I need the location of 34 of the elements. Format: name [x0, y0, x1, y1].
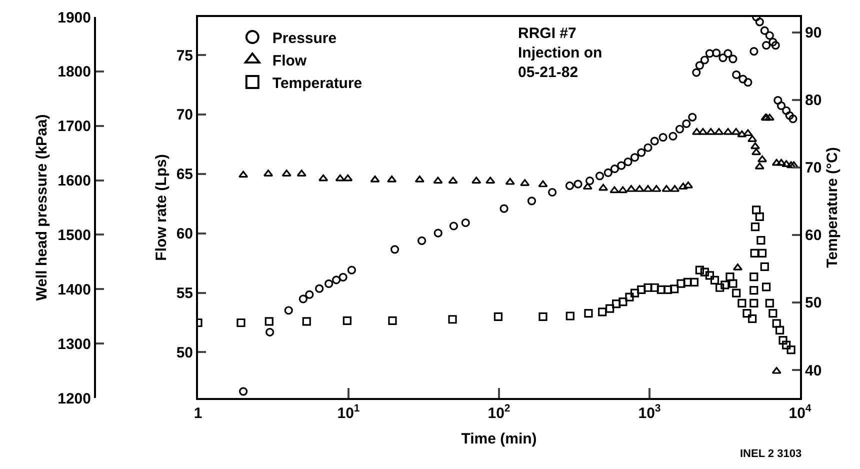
y-tick-label: 1400: [58, 281, 91, 298]
legend-label: Temperature: [272, 74, 362, 92]
y-tick-label: 1200: [58, 390, 91, 408]
y2-tick-label: 75: [176, 47, 193, 64]
legend-label: Pressure: [272, 30, 337, 47]
x-axis-title: Time (min): [461, 430, 537, 448]
y-tick-label: 1600: [58, 172, 91, 190]
y2-tick-label: 50: [176, 344, 193, 362]
y3-tick-label: 90: [805, 24, 822, 42]
y3-tick-label: 40: [805, 362, 822, 380]
y-tick-label: 1800: [58, 64, 91, 81]
y3-tick-label: 60: [805, 227, 822, 244]
x-tick-label: 10$^{2}$: [488, 402, 510, 422]
legend-label: Flow: [272, 52, 307, 70]
y-tick-label: 1300: [58, 336, 91, 353]
text: INEL 2 3103: [740, 448, 802, 460]
y3-tick-label: 50: [805, 294, 822, 312]
y3-tick-label: 70: [805, 160, 822, 177]
x-tick-label: 10$^{3}$: [638, 402, 661, 422]
x-tick-label: 1: [194, 405, 202, 422]
y-tick-label: 1700: [58, 118, 91, 136]
y2-tick-label: 65: [176, 166, 193, 184]
x-tick-label: 10$^{1}$: [337, 402, 360, 422]
y-tick-label: 1900: [58, 9, 91, 26]
y-tick-label: 1500: [58, 226, 91, 244]
annotation: RRGI #7 Injection on 05-21-82: [518, 25, 602, 81]
y3-axis-title: Temperature (°C): [824, 147, 842, 268]
y2-tick-label: 60: [176, 226, 193, 243]
y2-axis-title: Flow rate (Lps): [153, 154, 170, 261]
x-tick-label: 10$^{4}$: [788, 402, 812, 422]
y3-tick-label: 80: [805, 92, 822, 110]
y2-tick-label: 55: [176, 285, 193, 302]
y-axis-title: Well head pressure (kPaa): [33, 114, 50, 301]
y2-tick-label: 70: [176, 106, 193, 124]
